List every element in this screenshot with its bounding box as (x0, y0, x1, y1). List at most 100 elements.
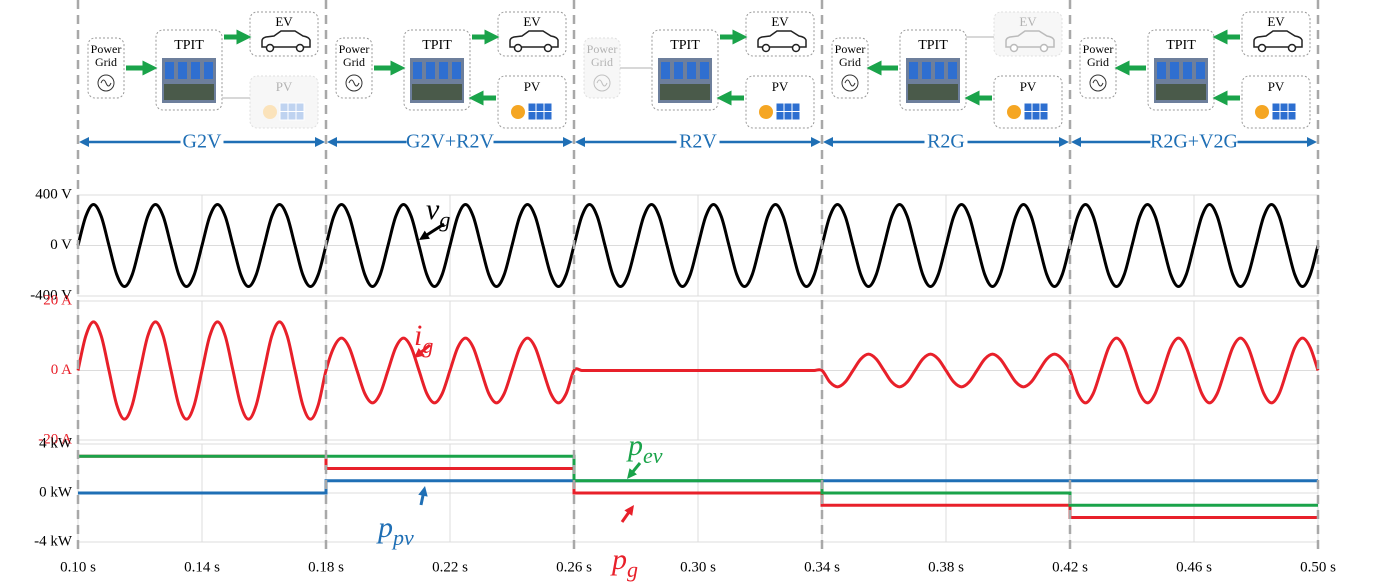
x-tick-label: 0.30 s (680, 559, 716, 575)
car-icon (1005, 30, 1055, 48)
mode-label-bg (924, 130, 968, 154)
ev-block: EV (745, 11, 815, 57)
ev-label: EV (771, 14, 789, 29)
series-line (76, 202, 1320, 289)
converter-photo (1170, 62, 1179, 79)
series-line (76, 320, 1320, 421)
converter-block: TPIT (403, 29, 471, 111)
pv-block-box (249, 75, 319, 129)
x-tick-label: 0.18 s (308, 559, 344, 575)
converter-photo (687, 62, 696, 79)
ac-symbol (97, 74, 115, 92)
y-tick-label: 20 A (43, 292, 72, 308)
y-tick-label: 4 kW (39, 435, 73, 451)
converter-label: TPIT (670, 38, 700, 53)
converter-photo (178, 62, 187, 79)
converter-photo (909, 62, 918, 79)
ev-block: EV (1241, 11, 1311, 57)
car-icon (1253, 30, 1303, 48)
converter-photo (1196, 62, 1205, 79)
mode-label-bg (676, 130, 720, 154)
converter-photo (191, 62, 200, 79)
grid-label: Power (91, 42, 122, 56)
converter-label: TPIT (174, 38, 204, 53)
ev-block-box (993, 11, 1063, 57)
converter-photo (426, 62, 435, 79)
solar-panel-icon (528, 103, 552, 120)
series-name: p (376, 511, 393, 544)
converter-photo (922, 62, 931, 79)
series-subscript: g (439, 207, 450, 232)
ev-label: EV (275, 14, 293, 29)
car-icon (1257, 43, 1267, 53)
mode-label-bg (180, 130, 224, 154)
converter-photo (1157, 62, 1166, 79)
x-tick-label: 0.22 s (432, 559, 468, 575)
car-icon (261, 30, 311, 48)
car-icon (757, 30, 807, 48)
x-tick-label: 0.26 s (556, 559, 592, 575)
grid-label: Grid (343, 55, 365, 69)
car-icon (513, 43, 523, 53)
converter-photo (413, 62, 422, 79)
series-label: ppv (376, 511, 414, 550)
car-icon (543, 43, 553, 53)
label-arrow (423, 222, 445, 239)
grid-label: Power (1083, 42, 1114, 56)
ev-label: EV (523, 14, 541, 29)
grid-label: Grid (591, 55, 613, 69)
ac-symbol (596, 79, 608, 87)
sun-icon (1255, 105, 1269, 119)
mode-label-bg (1150, 130, 1238, 154)
series-name: i (414, 319, 422, 352)
car-icon (761, 43, 771, 53)
y-tick-label: 400 V (35, 186, 72, 202)
ev-block: EV (249, 11, 319, 57)
converter-label: TPIT (422, 38, 452, 53)
mode-label: G2V (183, 131, 222, 153)
y-tick-label: 0 V (50, 237, 72, 253)
pv-label: PV (1020, 79, 1037, 94)
pv-block: PV (745, 75, 815, 129)
converter-photo (204, 62, 213, 79)
converter-photo (660, 84, 710, 100)
ac-symbol (841, 74, 859, 92)
solar-panel-icon (1024, 103, 1048, 120)
label-arrowhead (418, 486, 428, 497)
solar-panel-icon (1272, 103, 1296, 120)
ac-symbol (1092, 79, 1104, 87)
ac-symbol (100, 79, 112, 87)
converter-photo (935, 62, 944, 79)
x-tick-label: 0.46 s (1176, 559, 1212, 575)
grid-label: Grid (839, 55, 861, 69)
converter-block: TPIT (155, 29, 223, 111)
x-tick-label: 0.42 s (1052, 559, 1088, 575)
x-tick-label: 0.34 s (804, 559, 840, 575)
grid-block-box (831, 37, 869, 99)
grid-label: Grid (95, 55, 117, 69)
car-icon (295, 43, 305, 53)
series-name: p (610, 543, 627, 576)
y-tick-label: -20 A (38, 431, 72, 447)
x-tick-label: 0.10 s (60, 559, 96, 575)
y-tick-label: -400 V (30, 287, 72, 303)
converter-block: TPIT (1147, 29, 1215, 111)
car-icon (1039, 43, 1049, 53)
converter-photo (700, 62, 709, 79)
pv-block: PV (249, 75, 319, 129)
series-name: v (426, 193, 440, 226)
sun-icon (511, 105, 525, 119)
series-subscript: ev (643, 443, 663, 468)
car-icon (265, 43, 275, 53)
converter-block: TPIT (899, 29, 967, 111)
x-tick-label: 0.50 s (1300, 559, 1336, 575)
pv-label: PV (276, 79, 293, 94)
ac-symbol (345, 74, 363, 92)
series-label: pg (610, 543, 638, 582)
ev-label: EV (1267, 14, 1285, 29)
converter-photo (674, 62, 683, 79)
